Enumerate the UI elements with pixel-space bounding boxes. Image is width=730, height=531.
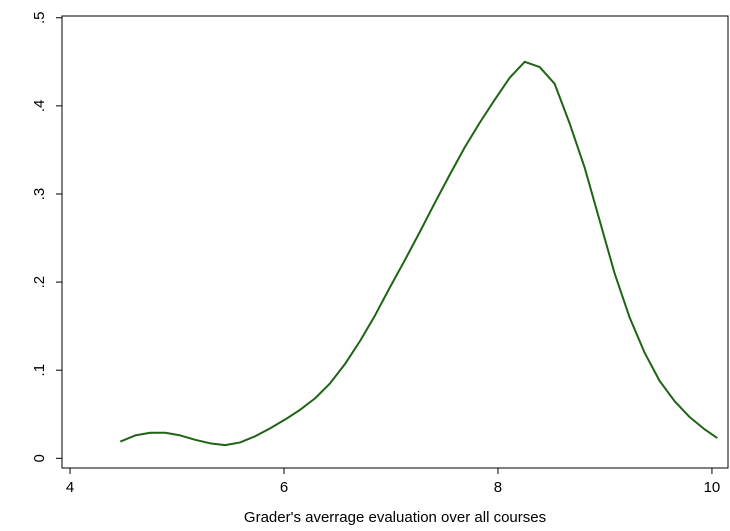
x-tick-label: 6: [280, 479, 288, 496]
y-tick-label: .4: [31, 100, 48, 113]
y-tick-label: 0: [31, 454, 48, 462]
y-tick-label: .2: [31, 276, 48, 289]
x-axis-label: Grader's averrage evaluation over all co…: [244, 509, 546, 526]
plot-frame: [61, 15, 729, 469]
x-tick-label: 4: [66, 479, 74, 496]
y-tick-label: .5: [31, 12, 48, 25]
y-tick-label: .3: [31, 188, 48, 201]
x-tick-label: 8: [494, 479, 502, 496]
y-tick-label: .1: [31, 364, 48, 377]
x-tick-label: 10: [704, 479, 721, 496]
density-line: [119, 60, 718, 447]
